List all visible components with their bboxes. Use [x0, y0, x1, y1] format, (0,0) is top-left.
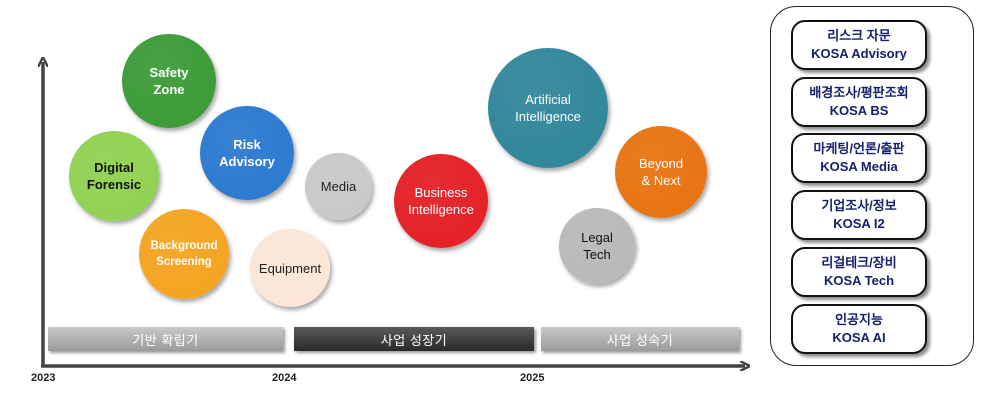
roadmap-diagram: Safety Zone Digital Forensic Risk Adviso…: [0, 0, 760, 402]
service-brand-name: KOSA Tech: [823, 273, 895, 288]
service-pill-i2: 기업조사/정보 KOSA I2: [791, 190, 927, 240]
service-brand-name: KOSA Advisory: [811, 46, 907, 61]
service-korean-name: 마케팅/언론/출판: [813, 141, 905, 156]
service-brand-name: KOSA I2: [833, 216, 885, 231]
service-korean-name: 배경조사/평판조회: [809, 85, 909, 100]
year-label-2024: 2024: [272, 372, 297, 384]
service-korean-name: 리걸테크/장비: [821, 255, 897, 270]
phase-growth: 사업 성장기: [294, 327, 534, 351]
timeline-axes: [0, 0, 760, 402]
year-label-2023: 2023: [31, 372, 56, 384]
service-brand-name: KOSA BS: [829, 103, 889, 118]
bubble-legal-tech: Legal Tech: [559, 208, 635, 284]
service-pill-tech: 리걸테크/장비 KOSA Tech: [791, 247, 927, 297]
bubble-beyond-next: Beyond & Next: [615, 126, 707, 218]
service-brand-name: KOSA AI: [832, 330, 886, 345]
bubble-risk-advisory: Risk Advisory: [200, 106, 294, 200]
service-brand-name: KOSA Media: [820, 159, 898, 174]
service-pill-media: 마케팅/언론/출판 KOSA Media: [791, 133, 927, 183]
service-pill-ai: 인공지능 KOSA AI: [791, 304, 927, 354]
bubble-business-intelligence: Business Intelligence: [394, 154, 488, 248]
service-korean-name: 인공지능: [835, 312, 883, 327]
bubble-background-screening: Background Screening: [139, 209, 229, 299]
bubble-artificial-intelligence: Artificial Intelligence: [488, 48, 608, 168]
phase-foundation: 기반 확립기: [48, 327, 283, 351]
service-brand-panel: 리스크 자문 KOSA Advisory 배경조사/평판조회 KOSA BS 마…: [770, 6, 974, 366]
bubble-digital-forensic: Digital Forensic: [69, 131, 159, 221]
bubble-safety-zone: Safety Zone: [122, 34, 216, 128]
service-korean-name: 리스크 자문: [827, 28, 891, 43]
year-label-2025: 2025: [520, 372, 545, 384]
service-korean-name: 기업조사/정보: [821, 198, 897, 213]
bubble-equipment: Equipment: [250, 229, 330, 307]
service-pill-advisory: 리스크 자문 KOSA Advisory: [791, 20, 927, 70]
service-pill-bs: 배경조사/평판조회 KOSA BS: [791, 77, 927, 127]
phase-maturity: 사업 성숙기: [541, 327, 739, 351]
bubble-media: Media: [305, 153, 372, 220]
